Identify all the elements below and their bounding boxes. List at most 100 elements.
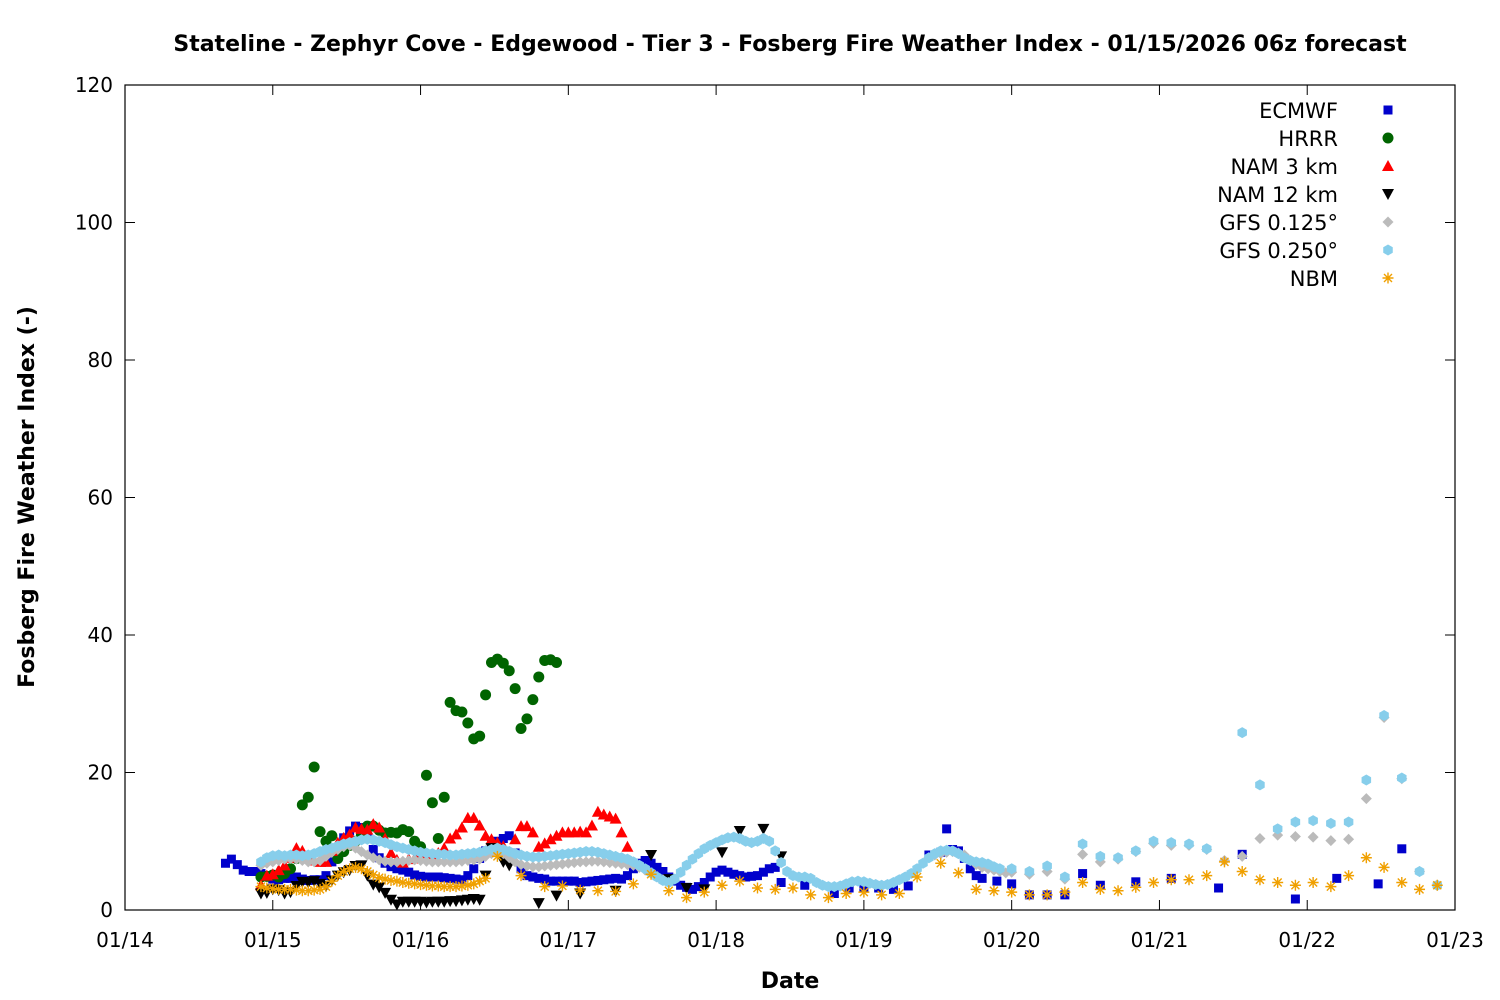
y-tick-label: 120 xyxy=(75,73,113,97)
data-point xyxy=(621,840,634,852)
legend-marker xyxy=(1382,132,1394,144)
series-nbm xyxy=(255,850,1443,904)
data-point xyxy=(1397,844,1407,854)
data-point xyxy=(680,883,693,894)
data-point xyxy=(226,854,236,864)
data-point xyxy=(462,879,474,891)
data-point xyxy=(397,877,409,888)
data-point xyxy=(770,862,780,872)
data-point xyxy=(534,873,544,883)
data-point xyxy=(587,876,597,886)
data-point xyxy=(1254,874,1266,886)
data-point xyxy=(569,876,579,886)
data-point xyxy=(829,889,839,898)
data-point xyxy=(658,867,668,876)
axis-ticks: 0 20 40 60 80 100 120 01/14 01/15 01/16 01/17 01/18… xyxy=(75,73,1484,952)
data-point xyxy=(574,856,586,868)
data-point xyxy=(776,878,786,887)
data-point xyxy=(373,821,386,833)
data-point xyxy=(563,876,573,886)
data-point xyxy=(687,884,697,894)
data-point xyxy=(1414,866,1425,877)
data-point xyxy=(764,864,774,874)
data-point xyxy=(747,871,757,881)
data-point xyxy=(450,881,462,893)
data-point xyxy=(433,872,443,882)
data-point xyxy=(409,878,421,890)
data-point xyxy=(462,717,474,729)
x-tick-label: 01/17 xyxy=(540,928,598,952)
data-point xyxy=(296,799,308,811)
data-point xyxy=(893,888,905,899)
data-point xyxy=(338,866,350,877)
data-point xyxy=(716,879,728,891)
data-point xyxy=(574,884,586,896)
data-point xyxy=(1307,877,1319,888)
data-point xyxy=(367,818,380,830)
data-point xyxy=(640,856,650,865)
data-point xyxy=(1343,870,1355,882)
data-point xyxy=(403,877,415,889)
data-point xyxy=(935,857,947,869)
data-point xyxy=(776,857,786,869)
data-point xyxy=(605,874,615,884)
x-tick-label: 01/14 xyxy=(96,928,154,952)
data-point xyxy=(769,883,781,895)
data-point xyxy=(491,850,503,862)
data-point xyxy=(538,837,551,849)
data-point xyxy=(1165,874,1177,886)
data-point xyxy=(717,865,727,875)
data-point xyxy=(741,872,751,882)
x-tick-label: 01/21 xyxy=(1131,928,1189,952)
data-point xyxy=(438,791,450,803)
data-point xyxy=(646,858,656,868)
data-point xyxy=(385,874,397,886)
data-point xyxy=(509,833,522,845)
data-point xyxy=(515,870,527,882)
data-point xyxy=(1378,861,1390,873)
data-point xyxy=(474,730,486,742)
legend-marker xyxy=(1382,189,1394,200)
data-point xyxy=(1094,883,1106,895)
data-point xyxy=(404,867,414,877)
data-point xyxy=(314,883,326,895)
data-point xyxy=(787,882,799,894)
data-point xyxy=(669,873,680,885)
data-point xyxy=(752,871,762,881)
data-point xyxy=(444,856,456,868)
y-tick-label: 80 xyxy=(88,348,113,372)
data-point xyxy=(266,868,279,880)
legend-label: GFS 0.125° xyxy=(1219,211,1338,235)
data-point xyxy=(1131,845,1141,857)
data-point xyxy=(368,845,378,854)
data-point xyxy=(550,890,563,902)
data-point xyxy=(473,819,486,831)
data-point xyxy=(1236,850,1248,862)
legend-label: HRRR xyxy=(1278,127,1338,151)
data-point xyxy=(1148,877,1160,888)
data-point xyxy=(398,865,408,875)
data-points xyxy=(220,653,1443,911)
data-point xyxy=(1166,837,1177,849)
data-point xyxy=(1060,871,1070,883)
data-point xyxy=(432,833,444,844)
data-point xyxy=(463,871,473,881)
data-point xyxy=(1130,881,1142,893)
data-point xyxy=(733,825,746,837)
data-point xyxy=(1272,823,1283,835)
legend-label: NAM 12 km xyxy=(1217,183,1338,207)
data-point xyxy=(844,883,854,893)
data-point xyxy=(526,826,539,838)
data-point xyxy=(438,842,451,854)
data-point xyxy=(444,832,457,844)
data-point xyxy=(520,820,533,832)
data-point xyxy=(699,878,709,887)
y-tick-label: 60 xyxy=(88,486,113,510)
data-point xyxy=(1414,883,1426,895)
data-point xyxy=(1326,817,1336,829)
legend-marker xyxy=(1382,216,1394,228)
data-point xyxy=(965,864,975,874)
data-point xyxy=(327,857,337,867)
data-point xyxy=(757,823,770,835)
data-point xyxy=(1077,877,1089,888)
